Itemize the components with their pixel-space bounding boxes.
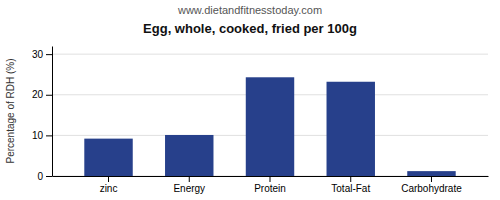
tick-mark — [46, 95, 52, 96]
tick-mark — [108, 176, 109, 182]
tick-mark — [46, 54, 52, 55]
tick-label: 10 — [32, 130, 44, 141]
tick-mark — [46, 176, 52, 177]
tick-mark — [189, 176, 190, 182]
y-axis-title: Percentage of RDH (%) — [5, 58, 16, 163]
tick-label: Total-Fat — [331, 183, 370, 194]
tick-mark — [270, 176, 271, 182]
tick-label: 30 — [32, 49, 44, 60]
tick-mark — [431, 176, 432, 182]
tick: Energy — [173, 176, 205, 194]
bar — [246, 77, 294, 176]
tick-label: 20 — [32, 89, 44, 100]
y-axis: 0 10 20 30 — [32, 47, 53, 182]
tick: Protein — [254, 176, 286, 194]
tick: 20 — [32, 89, 52, 100]
title: Egg, whole, cooked, fried per 100g — [143, 21, 357, 36]
x-axis: zinc Energy Protein Total-Fat Carbohydrate — [53, 176, 489, 194]
tick-label: Carbohydrate — [401, 183, 462, 194]
grid-line — [52, 54, 488, 55]
tick-label: Protein — [254, 183, 286, 194]
tick-label: 0 — [37, 171, 43, 182]
tick: Carbohydrate — [401, 176, 462, 194]
tick: 10 — [32, 130, 52, 141]
bars — [84, 77, 455, 176]
tick-mark — [46, 135, 52, 136]
tick: 0 — [37, 171, 52, 182]
tick: Total-Fat — [331, 176, 370, 194]
tick-label: zinc — [100, 183, 118, 194]
plot: zinc Energy Protein Total-Fat Carbohydrate 0 1… — [32, 47, 489, 195]
tick: zinc — [100, 176, 118, 194]
bar — [407, 171, 455, 176]
subtitle: www.dietandfitnesstoday.com — [177, 4, 322, 16]
tick: 30 — [32, 49, 52, 60]
tick-mark — [350, 176, 351, 182]
chart: www.dietandfitnesstoday.com Egg, whole, c… — [0, 0, 500, 200]
tick-label: Energy — [173, 183, 205, 194]
axis-line — [52, 47, 53, 177]
bar — [165, 135, 213, 176]
bar — [84, 139, 132, 176]
grid — [52, 54, 488, 176]
bar — [327, 82, 375, 176]
